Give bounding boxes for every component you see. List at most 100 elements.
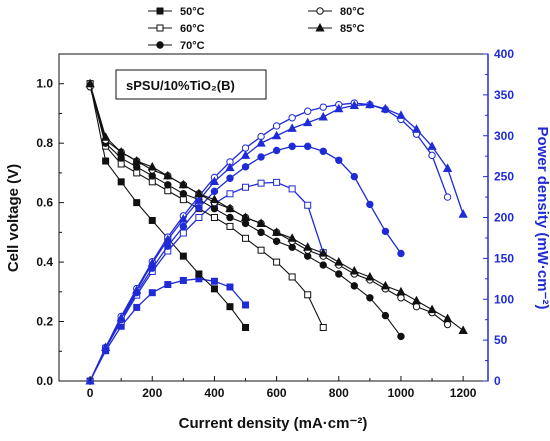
voltage-point bbox=[334, 257, 344, 266]
legend-marker bbox=[156, 41, 164, 49]
voltage-point bbox=[242, 323, 250, 331]
legend-label: 80°C bbox=[340, 6, 365, 18]
power-point bbox=[163, 234, 173, 244]
voltage-point bbox=[396, 286, 406, 296]
power-point bbox=[381, 227, 390, 236]
legend: 50°C 60°C 70°C 80°C 85°C bbox=[148, 6, 365, 52]
voltage-point bbox=[164, 187, 172, 195]
voltage-point bbox=[179, 196, 187, 204]
voltage-point bbox=[350, 282, 359, 290]
x-tick-label: 200 bbox=[142, 386, 162, 400]
x-tick-label: 400 bbox=[204, 386, 224, 400]
power-point bbox=[257, 179, 265, 187]
legend-item: 60°C bbox=[148, 23, 205, 35]
power-point bbox=[397, 249, 405, 258]
voltage-point bbox=[209, 194, 220, 204]
y-right-tick-label: 100 bbox=[494, 292, 514, 306]
y-right-axis-title: Power density (mW·cm⁻²) bbox=[534, 127, 550, 310]
voltage-point bbox=[458, 325, 468, 334]
voltage-point bbox=[102, 157, 110, 165]
voltage-point bbox=[179, 190, 188, 198]
power-point bbox=[178, 214, 188, 223]
voltage-point bbox=[365, 271, 375, 281]
power-point bbox=[226, 283, 234, 291]
voltage-point bbox=[318, 248, 328, 257]
voltage-point bbox=[225, 203, 235, 213]
power-point bbox=[256, 138, 266, 147]
power-point bbox=[288, 185, 296, 193]
annotation-box: sPSU/10%TiO₂(B) bbox=[115, 69, 267, 100]
voltage-point bbox=[210, 204, 219, 213]
power-point bbox=[427, 141, 437, 150]
voltage-point bbox=[148, 178, 156, 186]
voltage-point bbox=[100, 132, 111, 141]
voltage-point bbox=[117, 154, 125, 162]
voltage-point bbox=[427, 304, 437, 314]
power-point bbox=[225, 162, 235, 172]
legend-item: 80°C bbox=[308, 6, 365, 18]
power-point bbox=[335, 156, 343, 164]
voltage-point bbox=[380, 280, 391, 290]
power-point bbox=[319, 103, 327, 111]
y-left-tick-label: 0.0 bbox=[36, 374, 53, 388]
plot-frame bbox=[58, 53, 489, 382]
voltage-point bbox=[397, 294, 405, 302]
voltage-point bbox=[195, 270, 203, 278]
power-point bbox=[458, 209, 468, 218]
power-point bbox=[210, 187, 219, 196]
voltage-point bbox=[117, 160, 125, 168]
voltage-point bbox=[178, 179, 188, 189]
voltage-point bbox=[241, 219, 250, 228]
power-point bbox=[380, 103, 391, 113]
voltage-point bbox=[303, 252, 312, 260]
power-point bbox=[179, 222, 188, 231]
power-point bbox=[241, 144, 250, 152]
voltage-point bbox=[349, 265, 359, 275]
y-right-tick-label: 200 bbox=[494, 211, 514, 225]
power-point bbox=[443, 193, 452, 201]
legend-label: 50°C bbox=[180, 6, 205, 18]
legend-marker bbox=[315, 22, 325, 32]
y-right-tick-label: 0 bbox=[494, 374, 501, 388]
voltage-point bbox=[304, 291, 312, 299]
voltage-point bbox=[85, 78, 95, 88]
legend-marker bbox=[156, 7, 164, 15]
x-tick-label: 800 bbox=[329, 386, 349, 400]
power-point bbox=[195, 214, 203, 221]
voltage-point bbox=[164, 181, 172, 189]
voltage-point bbox=[335, 270, 343, 278]
power-curve bbox=[89, 181, 324, 382]
x-axis-title: Current density (mA·cm⁻²) bbox=[179, 415, 368, 432]
power-curve bbox=[89, 278, 247, 382]
power-point bbox=[257, 153, 265, 161]
voltage-point bbox=[210, 285, 218, 293]
voltage-point bbox=[442, 313, 453, 323]
voltage-point bbox=[132, 155, 142, 165]
voltage-point bbox=[273, 258, 281, 266]
power-point bbox=[334, 103, 344, 113]
voltage-point bbox=[397, 332, 405, 341]
power-point bbox=[303, 142, 312, 151]
power-point bbox=[209, 176, 220, 186]
y-left-tick-label: 0.6 bbox=[36, 196, 53, 210]
y-right-tick-label: 150 bbox=[494, 251, 514, 265]
voltage-point bbox=[288, 273, 296, 281]
series-group bbox=[86, 83, 405, 385]
power-point bbox=[288, 142, 296, 151]
series-group bbox=[86, 83, 452, 385]
annotation-label: sPSU/10%TiO₂(B) bbox=[126, 78, 235, 93]
power-point bbox=[350, 172, 359, 181]
power-point bbox=[164, 281, 172, 289]
legend-label: 60°C bbox=[180, 23, 205, 35]
power-point bbox=[132, 285, 142, 294]
power-point bbox=[100, 342, 111, 351]
voltage-point bbox=[116, 147, 126, 156]
power-point bbox=[318, 111, 328, 121]
voltage-point bbox=[148, 216, 156, 224]
voltage-point bbox=[179, 252, 187, 260]
voltage-point bbox=[226, 213, 234, 222]
power-point bbox=[349, 100, 359, 110]
y-right-tick-label: 300 bbox=[494, 129, 514, 143]
y-left-tick-label: 0.8 bbox=[36, 136, 53, 150]
